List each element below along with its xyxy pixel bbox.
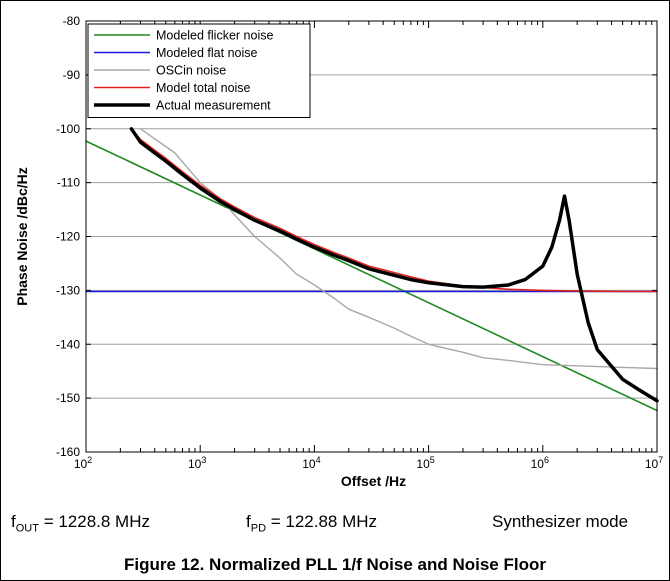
legend-label: OSCin noise [156, 64, 226, 78]
fout-condition: fOUT = 1228.8 MHz [11, 512, 150, 535]
legend-box [87, 23, 311, 118]
x-tick-label: 105 [416, 455, 434, 471]
x-tick-label: 102 [74, 455, 92, 471]
series-line [139, 128, 658, 370]
series-line [130, 128, 658, 293]
x-tick-label: 103 [188, 455, 206, 471]
y-tick-label: -160 [56, 445, 80, 459]
x-tick-label: 107 [645, 455, 663, 471]
y-tick-label: -140 [56, 337, 80, 351]
legend-label: Modeled flat noise [156, 46, 258, 60]
y-tick-label: -110 [57, 176, 80, 190]
y-tick-label: -150 [56, 391, 80, 405]
legend-label: Actual measurement [156, 99, 271, 113]
fpd-condition: fPD = 122.88 MHz [246, 512, 378, 535]
y-tick-label: -120 [56, 230, 80, 244]
legend-label: Model total noise [156, 81, 251, 95]
mode-condition: Synthesizer mode [492, 512, 629, 531]
x-axis-title: Offset /Hz [341, 473, 406, 489]
figure-caption: Figure 12. Normalized PLL 1/f Noise and … [124, 555, 546, 574]
legend-label: Modeled flicker noise [156, 29, 273, 43]
x-tick-label: 104 [302, 455, 320, 471]
x-tick-label: 106 [531, 455, 549, 471]
y-tick-label: -80 [63, 14, 81, 28]
y-tick-label: -100 [56, 122, 80, 136]
plot-border [85, 20, 658, 453]
y-axis-title: Phase Noise /dBc/Hz [14, 167, 30, 306]
series-line [129, 127, 659, 403]
series-line [85, 140, 658, 412]
y-tick-label: -130 [56, 283, 80, 297]
y-tick-label: -90 [63, 68, 81, 82]
